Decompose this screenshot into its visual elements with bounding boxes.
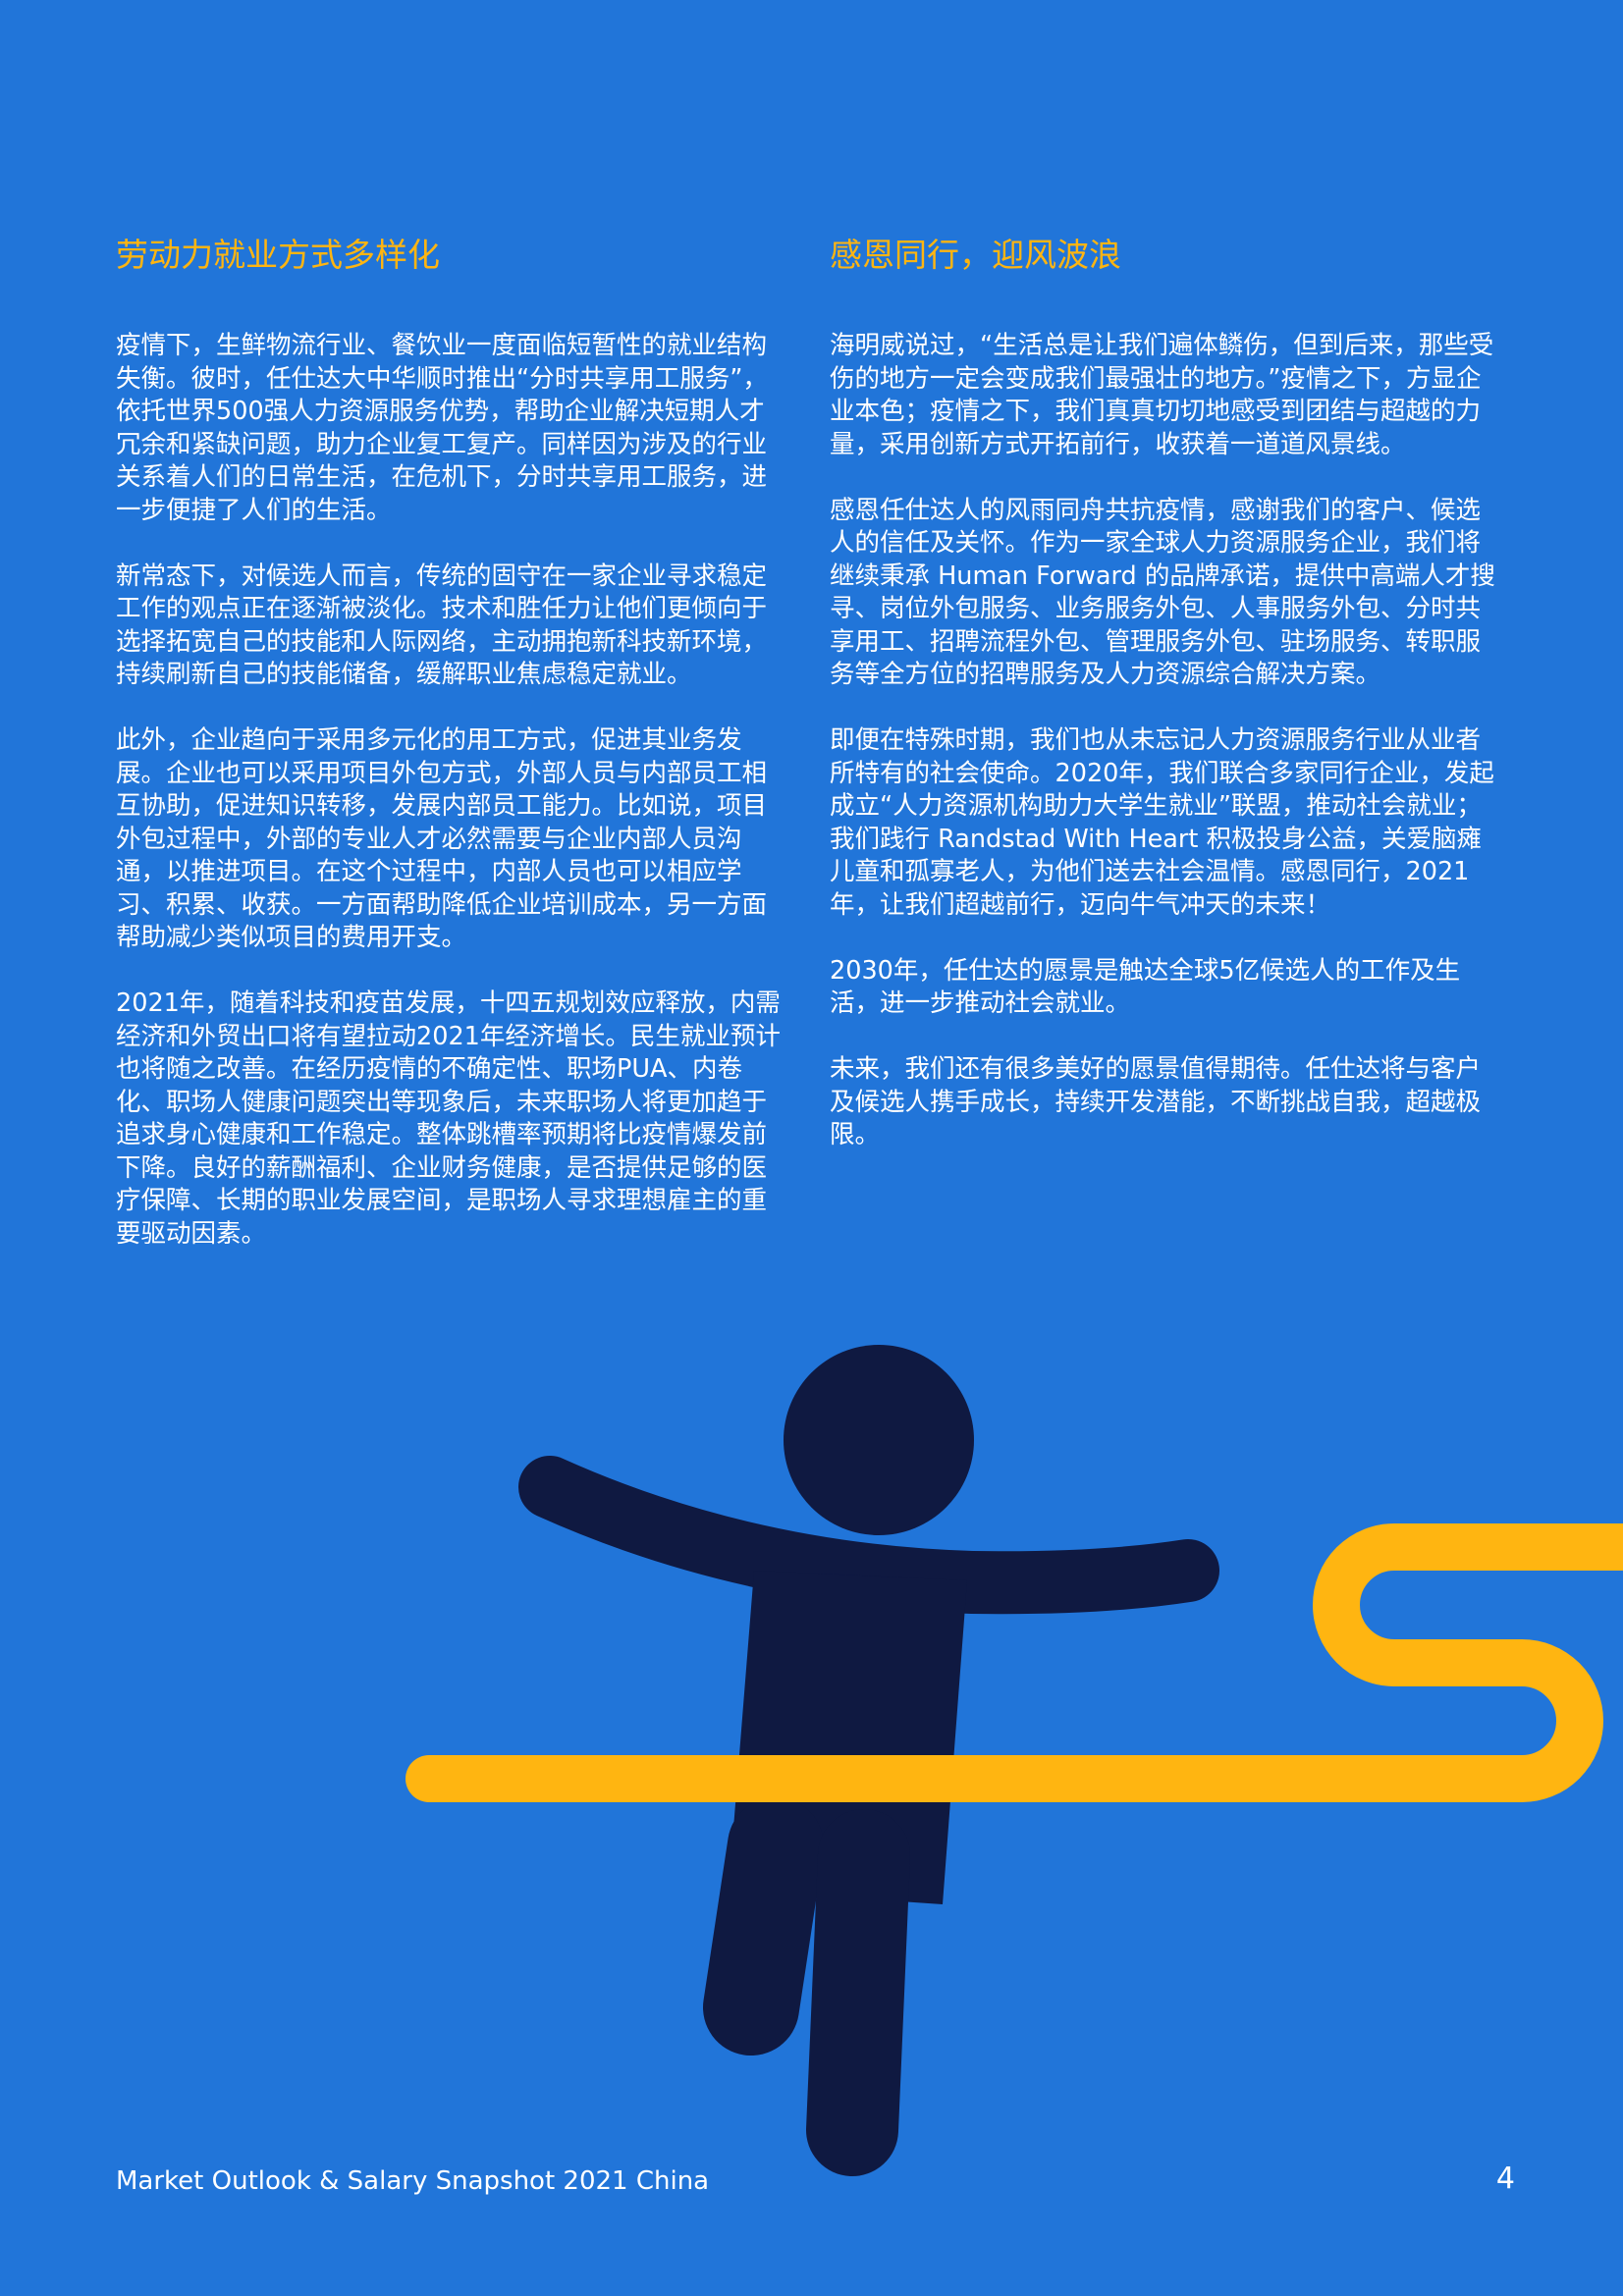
page-number: 4 bbox=[1495, 2162, 1515, 2196]
left-paragraph-3: 此外，企业趋向于采用多元化的用工方式，促进其业务发展。企业也可以采用项目外包方式… bbox=[116, 725, 768, 952]
right-paragraph-2: 感恩任仕达人的风雨同舟共抗疫情，感谢我们的客户、候选人的信任及关怀。作为一家全球… bbox=[830, 495, 1495, 690]
finish-ribbon bbox=[406, 1523, 1623, 1802]
left-heading: 劳动力就业方式多样化 bbox=[116, 236, 440, 274]
runner-head bbox=[784, 1345, 974, 1535]
right-heading: 感恩同行，迎风波浪 bbox=[830, 236, 1121, 274]
right-column: 感恩同行，迎风波浪 海明威说过，“生活总是让我们遍体鳞伤，但到后来，那些受伤的地… bbox=[830, 232, 1497, 1185]
finish-line-runner-icon bbox=[406, 1345, 1623, 2176]
left-column: 劳动力就业方式多样化 疫情下，生鲜物流行业、餐饮业一度面临短暂性的就业结构失衡。… bbox=[116, 232, 784, 1284]
footer-title: Market Outlook & Salary Snapshot 2021 Ch… bbox=[116, 2166, 710, 2196]
right-paragraph-1: 海明威说过，“生活总是让我们遍体鳞伤，但到后来，那些受伤的地方一定会变成我们最强… bbox=[830, 331, 1494, 459]
left-paragraph-4: 2021年，随着科技和疫苗发展，十四五规划效应释放，内需经济和外贸出口将有望拉动… bbox=[116, 988, 781, 1249]
right-paragraph-4: 2030年，任仕达的愿景是触达全球5亿候选人的工作及生活，进一步推动社会就业。 bbox=[830, 955, 1461, 1019]
runner-back-leg bbox=[703, 1797, 824, 2056]
right-paragraph-3: 即便在特殊时期，我们也从未忘记人力资源服务行业从业者所特有的社会使命。2020年… bbox=[830, 725, 1494, 920]
left-paragraph-1: 疫情下，生鲜物流行业、餐饮业一度面临短暂性的就业结构失衡。彼时，任仕达大中华顺时… bbox=[116, 331, 768, 525]
right-paragraph-5: 未来，我们还有很多美好的愿景值得期待。任仕达将与客户及候选人携手成长，持续开发潜… bbox=[830, 1054, 1482, 1149]
runner-front-leg bbox=[806, 1809, 910, 2176]
left-paragraph-2: 新常态下，对候选人而言，传统的固守在一家企业寻求稳定工作的观点正在逐渐被淡化。技… bbox=[116, 561, 768, 690]
